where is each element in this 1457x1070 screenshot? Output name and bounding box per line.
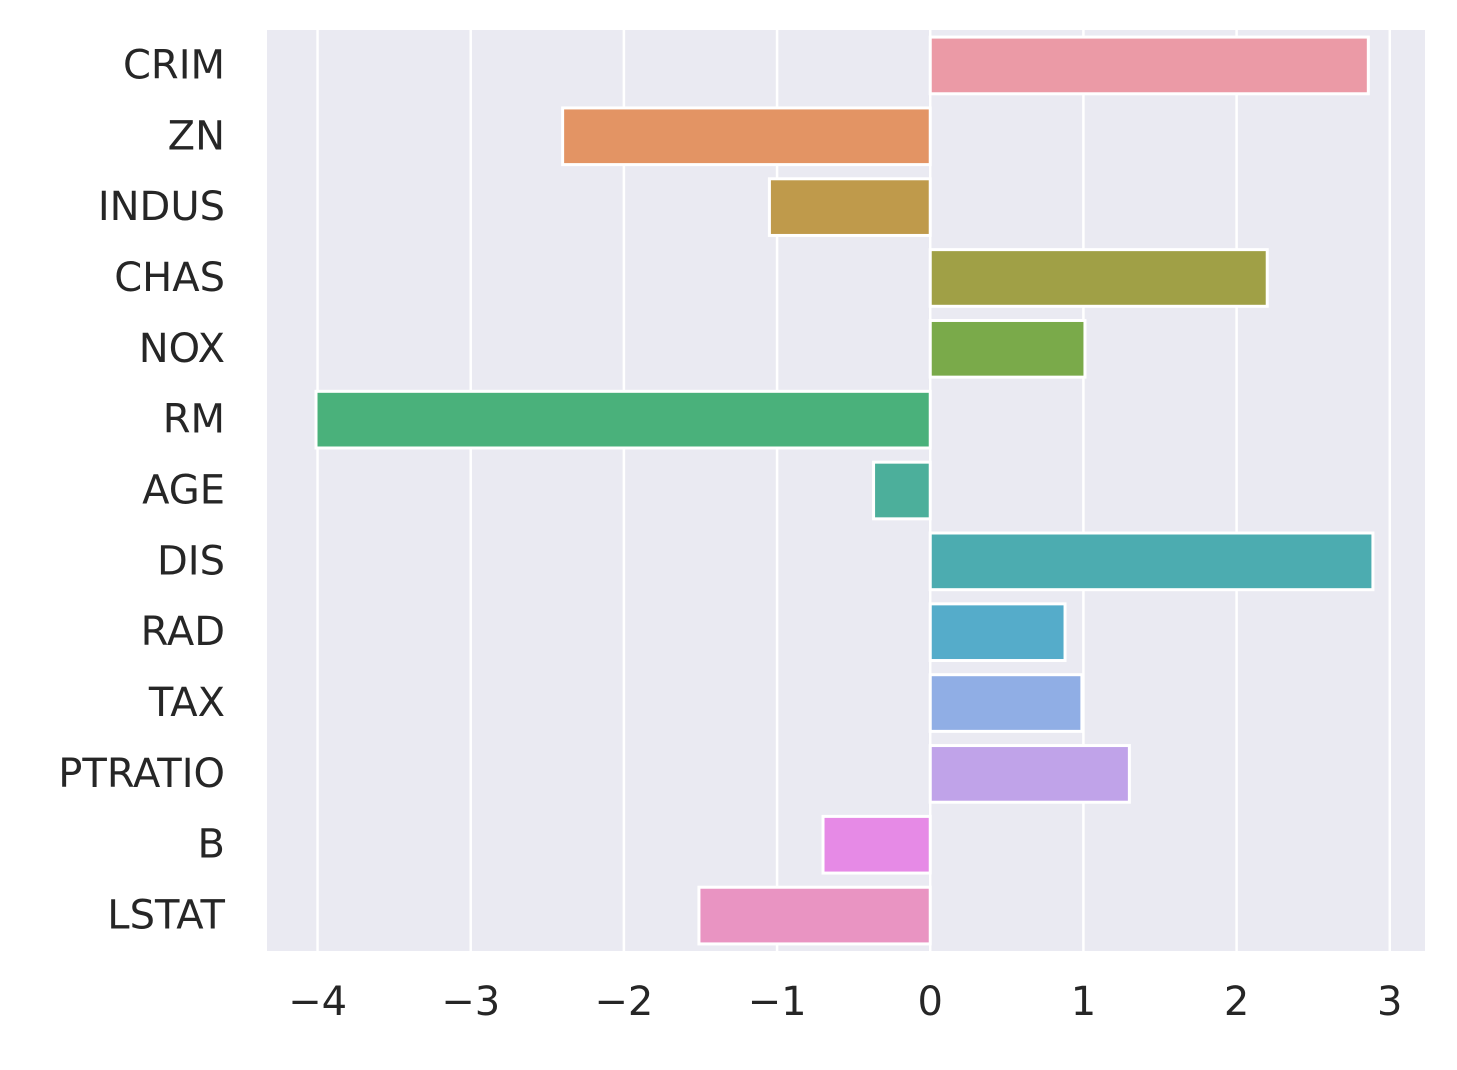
y-tick-label: RAD [141,609,225,655]
y-tick-label: CHAS [114,255,225,301]
bar-crim [928,35,1370,96]
bar-zn [561,106,932,167]
bars [314,35,1375,946]
y-tick-label: ZN [168,113,225,159]
plot-background [267,30,1425,951]
bar-indus [767,177,932,237]
x-tick-label: 1 [1071,979,1096,1025]
y-tick-label: AGE [142,468,225,514]
bar-lstat [697,885,932,946]
x-tick-label: −3 [441,979,500,1025]
bar-tax [928,673,1084,733]
y-tick-label: INDUS [98,184,225,230]
bar-chas [928,248,1269,308]
y-tick-label: RM [163,397,225,443]
bar-b [821,814,932,875]
x-tick-label: −1 [748,979,807,1025]
x-tick-label: 0 [918,979,943,1025]
bar-nox [928,318,1087,379]
bar-ptratio [928,744,1131,804]
bar-rad [928,602,1067,663]
x-tick-label: −4 [288,979,347,1025]
y-tick-label: TAX [148,680,225,726]
y-tick-label: PTRATIO [58,751,225,797]
x-tick-label: 3 [1377,979,1402,1025]
y-tick-label: B [198,822,225,868]
y-tick-label: NOX [139,326,225,372]
y-tick-label: LSTAT [107,893,225,939]
y-tick-label: DIS [157,538,225,584]
y-tick-label: CRIM [123,42,225,88]
bar-dis [928,531,1375,592]
x-tick-labels: −4 −3 −2 −1 0 1 2 3 [288,979,1402,1025]
x-tick-label: 2 [1224,979,1249,1025]
bar-age [872,460,932,521]
bar-rm [314,389,932,450]
x-tick-label: −2 [594,979,653,1025]
y-tick-labels: CRIM ZN INDUS CHAS NOX RM AGE DIS RAD TAX PTRATIO B… [58,42,225,938]
